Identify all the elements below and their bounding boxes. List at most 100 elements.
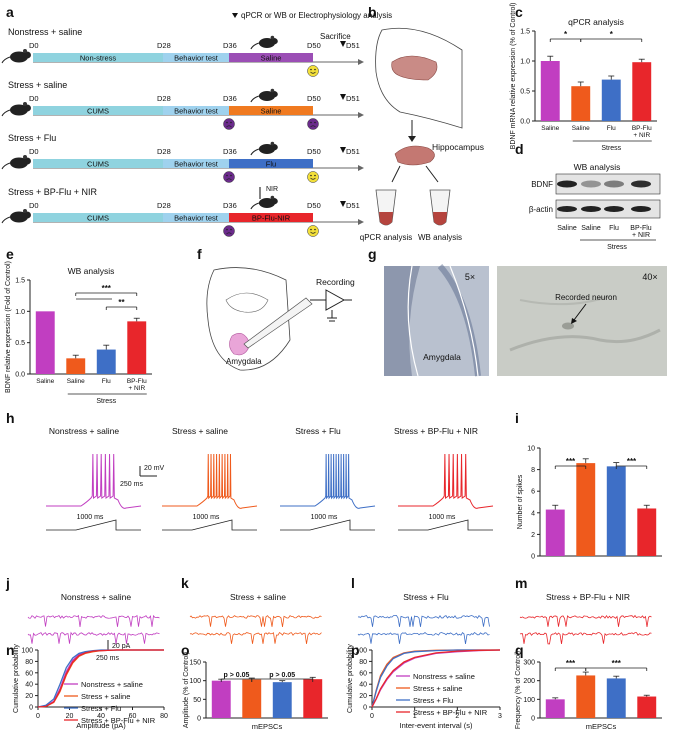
y-tick-label: 40: [359, 682, 367, 689]
face-eye: [226, 228, 228, 231]
category-label: + NIR: [633, 132, 650, 139]
sig-label: ***: [102, 284, 112, 293]
category-label: Saline: [572, 125, 590, 132]
arrow: [425, 165, 439, 183]
y-tick-label: 0: [531, 716, 535, 723]
ap-trace: Stress + saline 1000 ms: [162, 426, 258, 531]
legend-label: Nonstress + saline: [81, 680, 143, 689]
day-label: D50: [307, 201, 321, 210]
magnification-label: 40×: [642, 272, 657, 282]
face-eye: [226, 174, 228, 177]
segment-treatment: [229, 53, 313, 62]
hippocampus-tissue: [394, 145, 435, 166]
segment-label: Behavior test: [174, 107, 219, 116]
bar: [601, 79, 621, 121]
x-tick-label: 60: [129, 713, 137, 720]
brain-structure: [225, 292, 269, 313]
segment-label: CUMS: [87, 107, 109, 116]
trace-title: Stress + BP-Flu + NIR: [546, 592, 630, 602]
bar: [127, 321, 147, 374]
series-line: [371, 649, 500, 708]
x-tick-label: 0: [370, 713, 374, 720]
sig-label: *: [610, 30, 614, 39]
mouse-tail: [250, 42, 260, 50]
bar: [606, 678, 626, 718]
panel-letter-p: p: [351, 642, 360, 658]
day-label: D50: [307, 94, 321, 103]
group-title: Stress + Flu: [8, 133, 56, 143]
y-tick-label: 0.5: [520, 89, 530, 96]
y-tick-label: 60: [25, 670, 33, 677]
chart-title: WB analysis: [68, 266, 115, 276]
panel-letter-f: f: [197, 246, 202, 262]
lane-label: BP-Flu: [630, 225, 652, 232]
group-label: Stress: [607, 244, 627, 251]
face-mouth: [310, 231, 316, 234]
group-title: Stress + BP-Flu + NIR: [8, 187, 98, 197]
sacrifice-label: Sacrifice: [320, 32, 351, 41]
segment-label: Behavior test: [174, 160, 219, 169]
bar: [606, 466, 626, 556]
segment-treatment: [229, 159, 313, 168]
happy-face-icon: [307, 171, 319, 183]
sig-label: ***: [566, 457, 576, 466]
bdnf-band: [581, 180, 601, 188]
sacrifice-arrow-icon: [340, 94, 346, 100]
sig-label: *: [564, 30, 568, 39]
mouse-icon: [250, 35, 278, 50]
neuron-cell: [562, 322, 574, 330]
analysis-label: WB analysis: [418, 233, 462, 242]
ap-trace-line: [398, 453, 494, 509]
mouse-head: [23, 51, 31, 59]
panel-letter-h: h: [6, 410, 15, 426]
scale-t-label: 250 ms: [96, 655, 119, 662]
mouse-tail: [1, 56, 11, 64]
timeline-row: Nonstress + saline D0 D28 D36 D50 D51 Non-stre…: [1, 27, 364, 77]
day-label: D36: [223, 147, 237, 156]
time-arrow-icon: [358, 112, 364, 118]
mouse-icon: [250, 195, 278, 210]
face-disc: [307, 65, 319, 77]
sig-label: ***: [627, 457, 637, 466]
texture: [509, 328, 661, 352]
panel-letter-e: e: [6, 246, 14, 262]
x-tick-label: 0: [36, 713, 40, 720]
day-label: D36: [223, 41, 237, 50]
timeline-row: Stress + BP-Flu + NIR D0 D28 D36 D50 D51 CUMS B…: [1, 186, 364, 237]
face-eye: [226, 121, 228, 124]
bdnf-band: [604, 180, 624, 188]
mepsc-trace-line: [189, 631, 322, 644]
bar: [35, 311, 55, 374]
bar: [637, 508, 657, 556]
panel-letter-b: b: [368, 4, 377, 20]
sig-label: ***: [612, 659, 622, 668]
step-label: 1000 ms: [193, 514, 220, 521]
panel-n-chart: 0 20 40 60 80 100 0 20 40 60 80 Amplitude (pA) Cumul…: [13, 644, 168, 730]
day-label: D0: [29, 147, 39, 156]
mepsc-trace-line: [189, 615, 322, 628]
segment-treatment: [229, 106, 313, 115]
trace-title: Stress + saline: [230, 592, 286, 602]
y-axis-label: Number of spikes: [517, 474, 524, 529]
day-label: D0: [29, 94, 39, 103]
timeline-row: Stress + saline D0 D28 D36 D50 D51 CUMS Behavio…: [1, 80, 364, 130]
happy-face-icon: [307, 65, 319, 77]
bar: [211, 680, 231, 718]
top-note: qPCR or WB or Electrophysiology analysis: [241, 11, 392, 20]
face-eye: [314, 174, 316, 177]
lane-label: Saline: [557, 225, 577, 232]
actin-band: [631, 206, 651, 212]
mouse-icon: [1, 49, 31, 64]
day-label: D51: [346, 147, 360, 156]
bar: [576, 675, 596, 718]
y-tick-label: 50: [193, 697, 201, 704]
face-mouth: [226, 125, 232, 128]
face-mouth: [226, 232, 232, 235]
ap-trace-line: [280, 453, 376, 509]
y-tick-label: 6: [531, 489, 535, 496]
step-protocol: [398, 519, 493, 531]
mepsc-trace-line: [519, 632, 652, 645]
sacrifice-arrow-icon: [340, 41, 346, 47]
